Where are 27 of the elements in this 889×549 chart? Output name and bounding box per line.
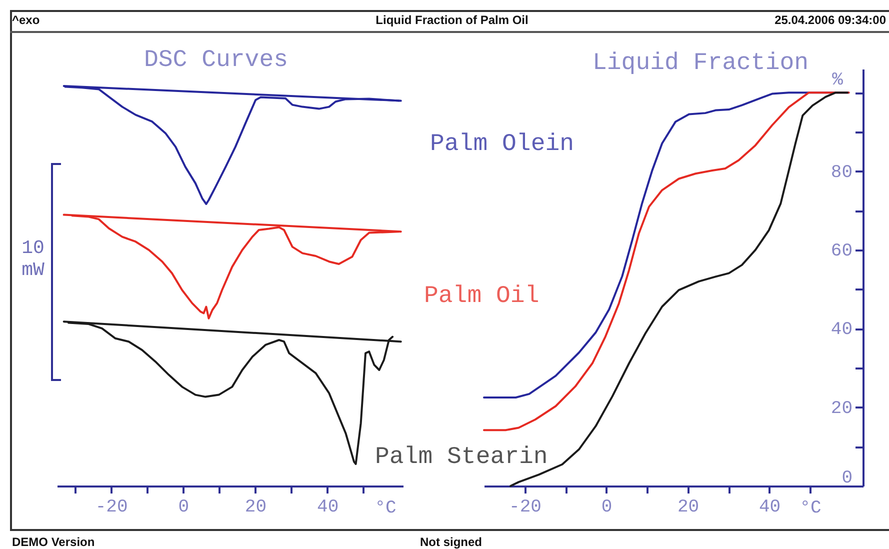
x-tick-label: 0 — [178, 498, 190, 518]
y-tick-label: 80 — [830, 162, 852, 183]
series-label: Palm Stearin — [375, 444, 548, 471]
x-tick-label: 20 — [244, 498, 267, 518]
y-tick-label: 20 — [830, 398, 852, 419]
chart-title: Liquid Fraction — [592, 50, 809, 77]
chart-title: DSC Curves — [144, 47, 288, 74]
y-axis-title: % — [832, 70, 844, 90]
x-tick-label: 40 — [317, 498, 339, 518]
x-tick-label: 0 — [601, 498, 612, 518]
x-tick-label: -20 — [509, 498, 542, 518]
series-label: Palm Olein — [430, 131, 574, 158]
x-tick-label: -20 — [95, 498, 128, 518]
y-tick-label: 60 — [830, 241, 852, 262]
y-tick-label: 40 — [830, 320, 852, 340]
text: ^exo — [12, 13, 40, 27]
text: 25.04.2006 09:34:00 — [774, 13, 886, 27]
text: Liquid Fraction of Palm Oil — [376, 13, 528, 27]
text: Palm Oil — [424, 283, 540, 310]
x-tick-label: 40 — [758, 498, 781, 518]
text: 10 mW — [20, 237, 46, 281]
x-axis-title: °C — [800, 498, 822, 518]
text: DEMO Version — [12, 535, 95, 549]
x-axis-title: °C — [374, 498, 396, 518]
y-tick-label: 0 — [842, 468, 852, 488]
text: Not signed — [420, 535, 482, 549]
x-tick-label: 20 — [677, 498, 700, 518]
